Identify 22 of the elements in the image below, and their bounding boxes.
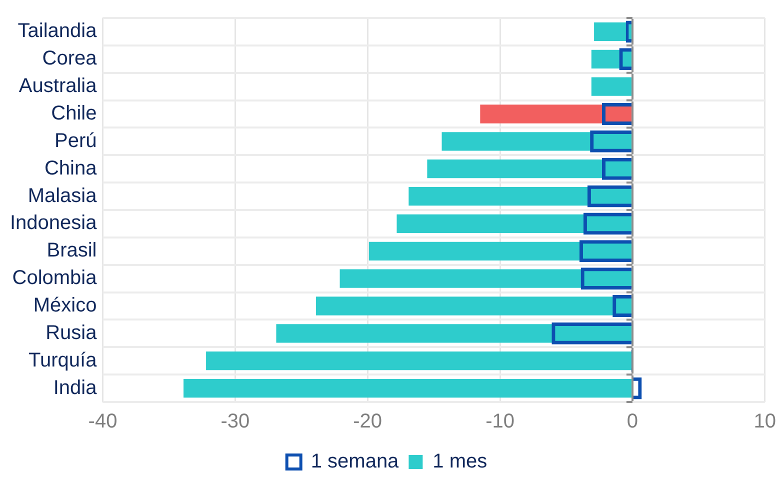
legend-label: 1 mes <box>432 450 488 473</box>
y-tick-label: Malasia <box>28 184 98 207</box>
y-tick-label: Chile <box>51 102 97 125</box>
x-tick-label: -30 <box>220 410 250 433</box>
y-tick-label: Tailandia <box>18 20 98 42</box>
legend-label: 1 semana <box>310 450 400 473</box>
x-tick-label: 0 <box>626 410 638 433</box>
y-tick-label: China <box>44 157 98 180</box>
y-tick-label: Turquía <box>28 349 98 372</box>
y-tick-label: México <box>33 294 97 317</box>
y-tick-label: India <box>53 376 98 399</box>
y-tick-label: Rusia <box>46 322 98 344</box>
y-tick-label: Colombia <box>12 267 98 290</box>
x-tick-label: -20 <box>353 410 382 433</box>
y-tick-label: Australia <box>18 75 98 98</box>
x-tick-label: -10 <box>486 410 514 433</box>
x-tick-label: -40 <box>88 410 118 433</box>
x-tick-label: 10 <box>754 410 776 433</box>
y-tick-label: Brasil <box>46 240 97 262</box>
y-tick-label: Indonesia <box>10 212 98 234</box>
y-tick-label: Perú <box>54 130 97 152</box>
y-tick-label: Corea <box>42 48 98 70</box>
